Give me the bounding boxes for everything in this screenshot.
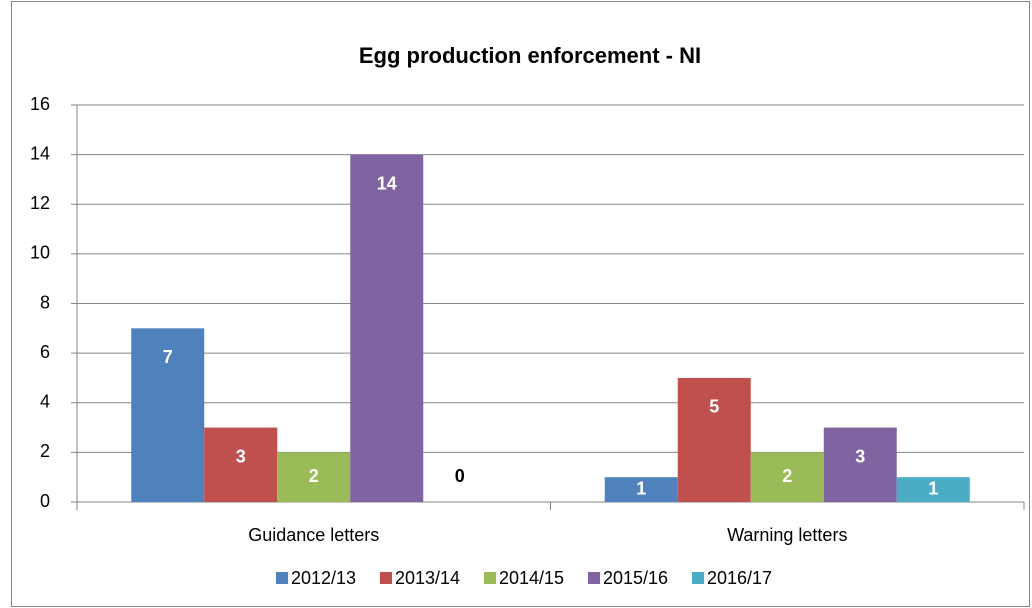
x-tick-label: Warning letters xyxy=(727,525,847,545)
bar xyxy=(277,452,351,502)
bar xyxy=(896,477,970,502)
x-tick-label: Guidance letters xyxy=(248,525,379,545)
bar xyxy=(823,427,897,502)
bar xyxy=(604,477,678,502)
legend-swatch xyxy=(276,572,288,584)
y-tick-label: 8 xyxy=(40,292,50,312)
data-label: 2 xyxy=(309,466,319,486)
data-label: 14 xyxy=(377,173,397,193)
data-label: 3 xyxy=(855,446,865,466)
y-tick-label: 4 xyxy=(40,392,50,412)
legend-swatch xyxy=(588,572,600,584)
y-tick-label: 12 xyxy=(30,193,50,213)
bar xyxy=(750,452,824,502)
bar xyxy=(350,154,424,502)
y-tick-label: 16 xyxy=(30,94,50,114)
bar xyxy=(204,427,278,502)
legend-swatch xyxy=(484,572,496,584)
legend-label: 2013/14 xyxy=(395,568,460,588)
y-tick-label: 6 xyxy=(40,342,50,362)
legend-label: 2014/15 xyxy=(499,568,564,588)
y-tick-label: 10 xyxy=(30,243,50,263)
data-label: 5 xyxy=(709,397,719,417)
legend-label: 2016/17 xyxy=(707,568,772,588)
legend-swatch xyxy=(380,572,392,584)
legend-label: 2015/16 xyxy=(603,568,668,588)
y-tick-label: 2 xyxy=(40,441,50,461)
legend-label: 2012/13 xyxy=(291,568,356,588)
y-tick-label: 0 xyxy=(40,491,50,511)
y-tick-label: 14 xyxy=(30,143,50,163)
bar xyxy=(677,377,751,502)
data-label: 7 xyxy=(163,347,173,367)
legend-swatch xyxy=(692,572,704,584)
data-label: 1 xyxy=(928,478,938,498)
data-label: 1 xyxy=(636,478,646,498)
chart-title: Egg production enforcement - NI xyxy=(359,43,701,68)
data-label: 2 xyxy=(782,466,792,486)
data-label: 3 xyxy=(236,446,246,466)
bar xyxy=(131,328,205,502)
data-label: 0 xyxy=(455,466,465,486)
